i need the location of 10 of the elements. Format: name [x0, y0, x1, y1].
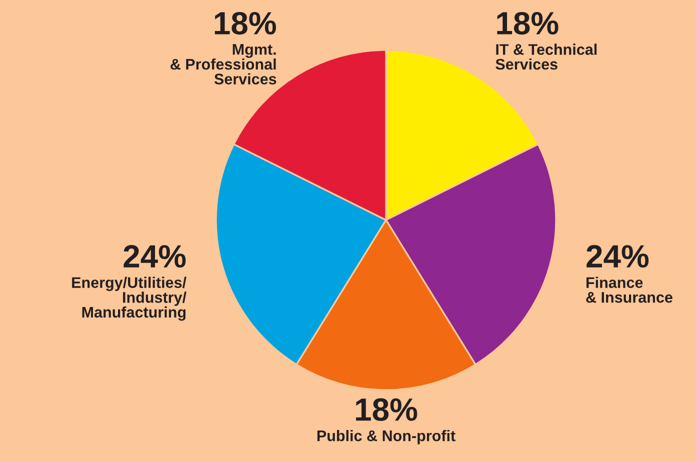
slice-label: Mgmt. & Professional Services [170, 44, 276, 84]
slice-label: Finance & Insurance [586, 276, 672, 303]
data-label: 18% [356, 398, 418, 421]
data-label: 18% [214, 12, 276, 35]
slice-label: Energy/Utilities/ Industry/ Manufacturing [72, 276, 186, 321]
slice-label: IT & Technical Services [496, 44, 597, 70]
data-label: 18% [497, 12, 558, 35]
data-label: 24% [586, 245, 649, 268]
data-label: 24% [124, 245, 186, 268]
slice-label: Public & Non-profit [317, 430, 456, 444]
